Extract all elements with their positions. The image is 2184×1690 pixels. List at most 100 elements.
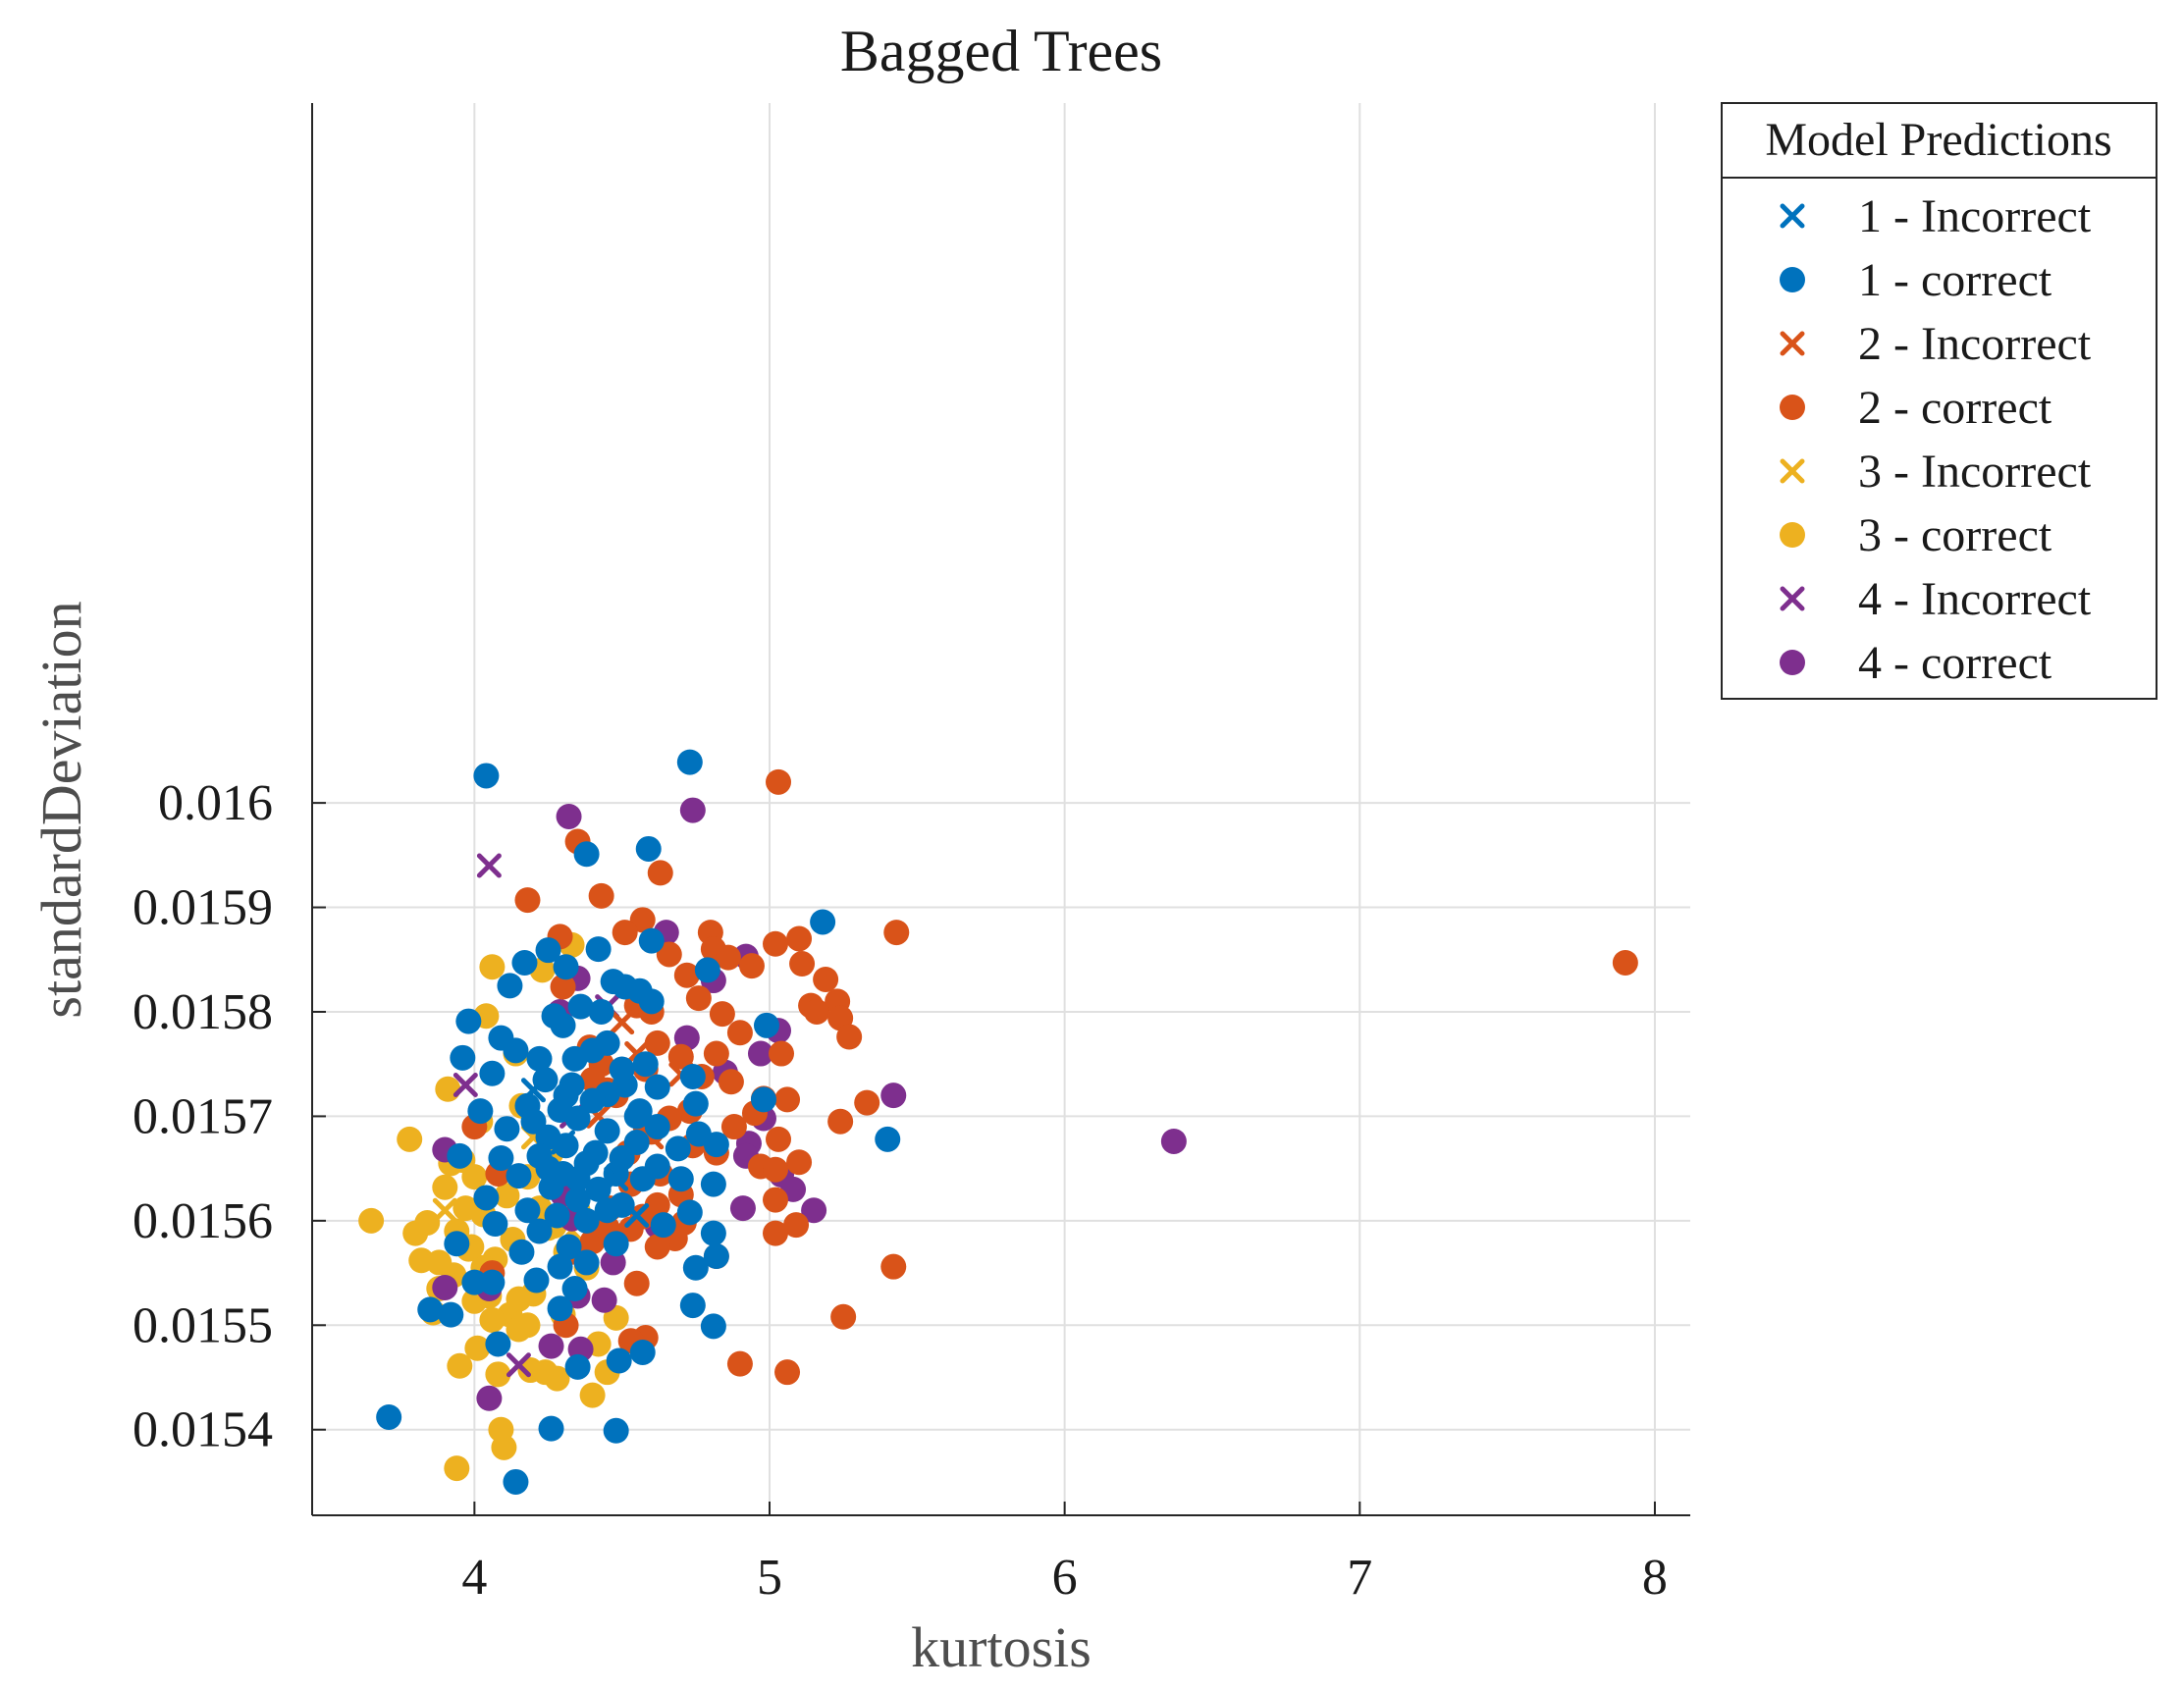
point-correct bbox=[585, 936, 612, 963]
y-tick-label: 0.0158 bbox=[133, 984, 273, 1040]
legend-marker bbox=[1780, 458, 1805, 484]
point-correct bbox=[629, 1166, 656, 1192]
point-incorrect bbox=[476, 853, 502, 878]
axes: 4 5 6 7 8 0.0154 0.0155 0.0156 0.0157 0.0158 0.015… bbox=[133, 103, 1690, 1606]
point-incorrect bbox=[610, 1010, 635, 1035]
point-correct bbox=[397, 1126, 423, 1152]
point-incorrect bbox=[520, 1078, 546, 1103]
point-correct bbox=[644, 1030, 670, 1056]
point-correct bbox=[880, 1253, 907, 1280]
point-correct bbox=[656, 941, 682, 968]
point-correct bbox=[638, 988, 665, 1015]
point-correct bbox=[786, 925, 813, 952]
point-correct bbox=[763, 930, 789, 957]
point-correct bbox=[544, 1202, 570, 1229]
point-correct bbox=[511, 949, 538, 976]
point-correct bbox=[591, 1287, 617, 1313]
point-correct bbox=[783, 1212, 810, 1239]
point-correct bbox=[801, 1197, 827, 1224]
y-tick-label: 0.0157 bbox=[133, 1088, 273, 1144]
legend-marker bbox=[1780, 650, 1805, 675]
point-correct bbox=[813, 966, 839, 992]
point-correct bbox=[603, 1417, 629, 1444]
point-correct bbox=[703, 1243, 729, 1270]
point-correct bbox=[573, 1207, 600, 1234]
point-correct bbox=[635, 835, 662, 862]
point-correct bbox=[673, 962, 700, 988]
point-correct bbox=[854, 1089, 880, 1116]
point-correct bbox=[479, 1306, 506, 1333]
point-correct bbox=[564, 1353, 591, 1380]
point-correct bbox=[685, 985, 712, 1012]
point-correct bbox=[700, 1220, 726, 1246]
point-correct bbox=[579, 1382, 606, 1408]
point-correct bbox=[573, 1249, 600, 1276]
point-correct bbox=[774, 1086, 801, 1113]
point-correct bbox=[491, 1434, 517, 1460]
point-correct bbox=[588, 882, 614, 909]
point-correct bbox=[573, 841, 600, 868]
point-correct bbox=[564, 1166, 591, 1192]
point-correct bbox=[594, 1197, 620, 1224]
point-correct bbox=[606, 1347, 632, 1374]
point-correct bbox=[585, 1176, 612, 1202]
point-correct bbox=[786, 1149, 813, 1176]
legend-label: 3 - correct bbox=[1858, 509, 2052, 561]
point-correct bbox=[461, 1164, 488, 1190]
point-correct bbox=[447, 1142, 473, 1169]
point-correct bbox=[726, 1020, 753, 1046]
point-correct bbox=[647, 860, 673, 886]
chart-title: Bagged Trees bbox=[840, 19, 1162, 83]
point-correct bbox=[514, 1312, 541, 1339]
point-correct bbox=[644, 1234, 670, 1260]
point-correct bbox=[700, 1313, 726, 1340]
legend-label: 4 - correct bbox=[1858, 637, 2052, 689]
point-correct bbox=[603, 1231, 629, 1257]
legend-label: 1 - Incorrect bbox=[1858, 190, 2092, 242]
point-correct bbox=[804, 998, 830, 1025]
point-correct bbox=[461, 1269, 488, 1295]
x-tick-label: 8 bbox=[1642, 1550, 1668, 1606]
point-correct bbox=[494, 1183, 520, 1209]
point-correct bbox=[435, 1076, 461, 1102]
point-correct bbox=[1160, 1128, 1187, 1154]
y-tick-label: 0.0154 bbox=[133, 1402, 273, 1458]
point-correct bbox=[561, 1045, 588, 1072]
data-points bbox=[358, 749, 1638, 1495]
legend-label: 2 - correct bbox=[1858, 382, 2052, 434]
point-correct bbox=[638, 927, 665, 954]
point-correct bbox=[644, 1191, 670, 1218]
point-correct bbox=[623, 1270, 650, 1296]
legend-marker bbox=[1780, 522, 1805, 548]
point-correct bbox=[564, 1187, 591, 1213]
legend-marker bbox=[1780, 395, 1805, 420]
point-correct bbox=[679, 1063, 706, 1089]
point-correct bbox=[676, 1199, 703, 1226]
x-tick-label: 7 bbox=[1347, 1550, 1372, 1606]
point-correct bbox=[600, 1249, 626, 1276]
point-correct bbox=[450, 1044, 476, 1071]
point-correct bbox=[579, 1087, 606, 1114]
point-correct bbox=[479, 1269, 506, 1295]
point-incorrect bbox=[551, 1130, 576, 1155]
point-correct bbox=[503, 1037, 529, 1064]
point-correct bbox=[432, 1274, 458, 1300]
point-correct bbox=[883, 920, 910, 946]
point-correct bbox=[432, 1174, 458, 1200]
point-correct bbox=[514, 1197, 541, 1224]
point-correct bbox=[766, 1126, 792, 1152]
point-correct bbox=[503, 1468, 529, 1495]
legend-label: 4 - Incorrect bbox=[1858, 573, 2092, 625]
point-correct bbox=[644, 1074, 670, 1100]
point-correct bbox=[479, 1060, 506, 1086]
x-tick-label: 4 bbox=[461, 1550, 487, 1606]
point-correct bbox=[827, 1108, 854, 1135]
point-correct bbox=[609, 1056, 635, 1083]
point-correct bbox=[358, 1207, 385, 1234]
point-correct bbox=[629, 907, 656, 933]
point-correct bbox=[523, 1267, 550, 1294]
point-correct bbox=[789, 951, 816, 977]
point-correct bbox=[494, 1116, 520, 1142]
point-correct bbox=[564, 1105, 591, 1132]
point-correct bbox=[588, 998, 614, 1025]
